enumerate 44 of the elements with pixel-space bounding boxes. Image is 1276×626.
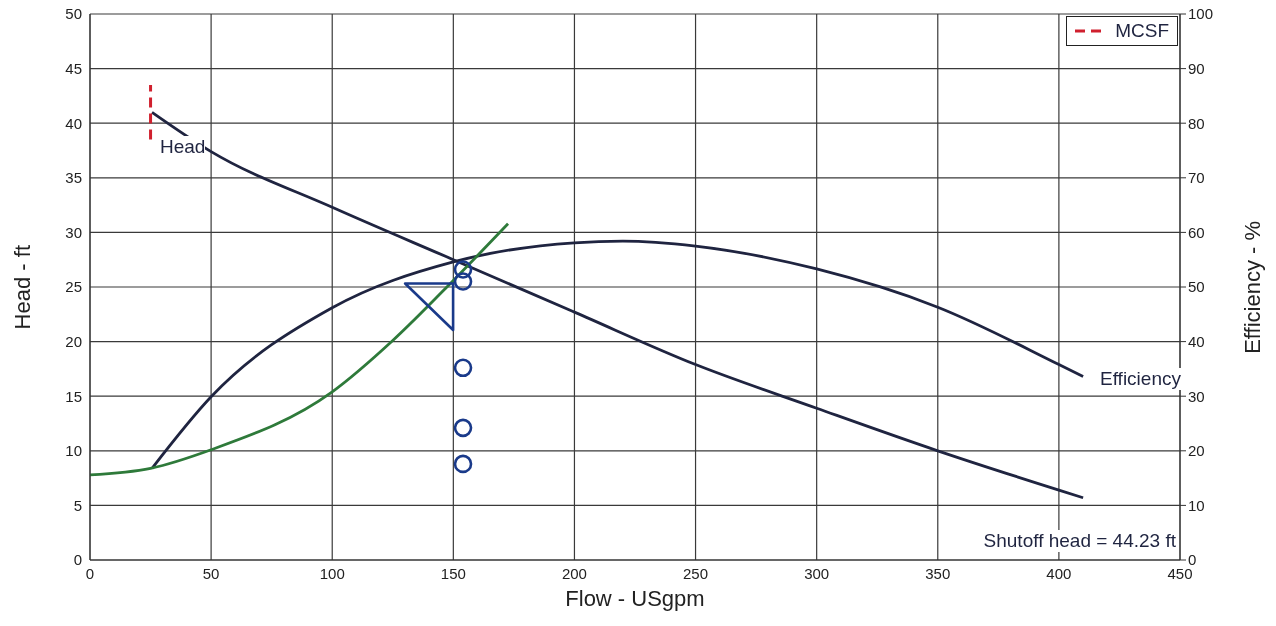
x-tick-label: 150 xyxy=(440,564,466,582)
y2-tick-label: 70 xyxy=(1188,169,1205,187)
y-tick-label: 10 xyxy=(65,442,82,460)
y-tick-label: 35 xyxy=(65,169,82,187)
y2-tick-label: 100 xyxy=(1188,5,1214,23)
y2-tick-label: 60 xyxy=(1188,223,1205,241)
y-tick-label: 25 xyxy=(65,278,82,296)
y2-tick-label: 20 xyxy=(1188,442,1205,460)
x-tick-label: 300 xyxy=(804,564,830,582)
point xyxy=(453,418,473,438)
point xyxy=(453,272,473,291)
y-tick-label: 45 xyxy=(65,59,82,77)
point xyxy=(453,358,473,378)
x-tick-label: 250 xyxy=(683,564,709,582)
x-tick-label: 400 xyxy=(1046,564,1072,582)
y-tick-label: 20 xyxy=(65,332,82,350)
annotation: Efficiency xyxy=(1100,368,1181,390)
y2-tick-label: 50 xyxy=(1188,278,1205,296)
y-axis-title: Head - ft xyxy=(10,244,36,330)
point xyxy=(453,260,473,279)
point xyxy=(453,454,473,474)
y-tick-label: 0 xyxy=(73,551,82,569)
y2-tick-label: 10 xyxy=(1188,496,1205,514)
annotation: Shutoff head = 44.23 ft xyxy=(983,530,1176,552)
annotation: Head xyxy=(160,136,206,158)
x-tick-label: 100 xyxy=(319,564,345,582)
line-series xyxy=(150,110,1085,500)
y-tick-label: 5 xyxy=(73,496,82,514)
x-tick-label: 0 xyxy=(85,564,95,582)
y2-tick-label: 30 xyxy=(1188,387,1205,405)
legend-label: MCSF xyxy=(1115,20,1169,42)
y2-tick-label: 40 xyxy=(1188,332,1205,350)
x-tick-label: 350 xyxy=(925,564,951,582)
y-tick-label: 15 xyxy=(65,387,82,405)
x-axis-title: Flow - USgpm xyxy=(565,586,705,611)
line-series xyxy=(90,222,510,477)
y2-tick-label: 80 xyxy=(1188,114,1205,132)
y-tick-label: 50 xyxy=(65,5,82,23)
y2-axis-title: Efficiency - % xyxy=(1240,220,1266,354)
y-tick-label: 30 xyxy=(65,223,82,241)
x-tick-label: 50 xyxy=(202,564,220,582)
y2-tick-label: 90 xyxy=(1188,59,1205,77)
y-tick-label: 40 xyxy=(65,114,82,132)
x-tick-label: 200 xyxy=(561,564,587,582)
